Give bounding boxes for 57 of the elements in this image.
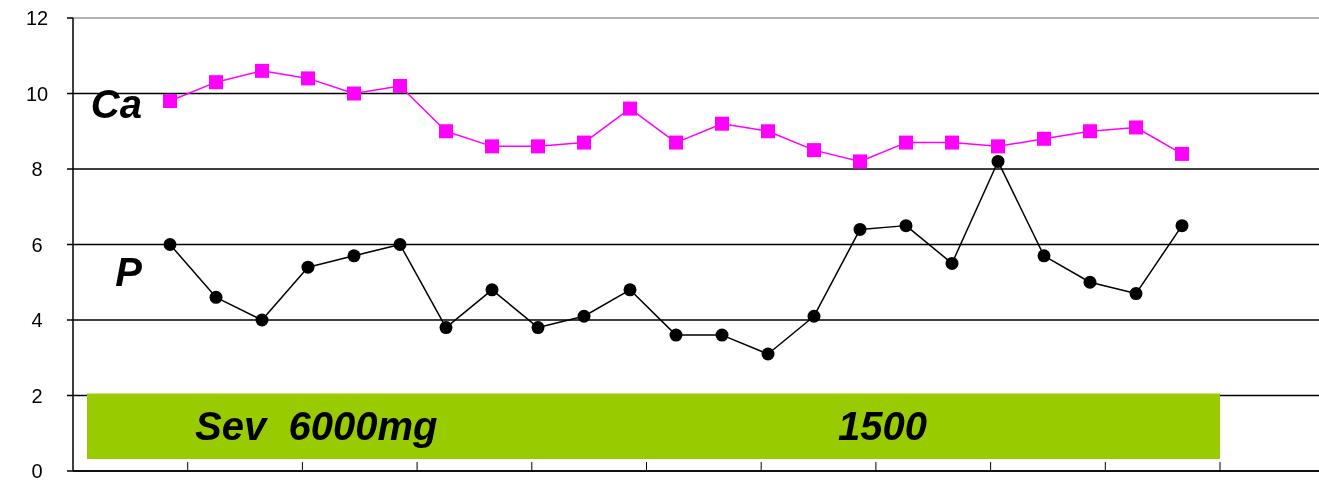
y-tick-label: 12: [25, 7, 49, 29]
point: [761, 124, 775, 139]
point: [761, 347, 775, 361]
point: [301, 71, 315, 86]
y-tick-label: 0: [31, 460, 43, 482]
point: [531, 139, 545, 154]
point: [531, 321, 545, 335]
point: [577, 135, 591, 150]
point: [393, 238, 407, 251]
point: [301, 260, 315, 274]
point: [347, 86, 361, 101]
y-tick-label: 2: [31, 384, 43, 407]
point: [623, 101, 637, 116]
point: [991, 154, 1005, 168]
point: [163, 238, 177, 251]
annotation: Sev 6000mg: [195, 404, 438, 449]
y-tick-label: 6: [31, 233, 43, 256]
point: [439, 124, 453, 139]
annotation: 1500: [838, 404, 927, 449]
point: [945, 256, 959, 270]
point: [669, 135, 683, 150]
point: [255, 313, 269, 327]
point: [853, 154, 867, 169]
series-label: Ca: [90, 82, 142, 127]
point: [715, 116, 729, 131]
point: [853, 222, 867, 236]
point: [163, 94, 177, 109]
point: [1037, 131, 1051, 146]
point: [347, 249, 361, 263]
point: [807, 143, 821, 158]
point: [991, 139, 1005, 154]
point: [1083, 124, 1097, 139]
point: [1175, 219, 1189, 233]
point: [577, 309, 591, 323]
point: [1083, 275, 1097, 289]
point: [439, 321, 453, 335]
point: [899, 135, 913, 150]
y-tick-label: 4: [31, 309, 43, 331]
point: [899, 219, 913, 233]
point: [669, 328, 683, 342]
point: [1175, 146, 1189, 161]
point: [1129, 120, 1143, 135]
series-label: P: [115, 249, 143, 294]
point: [715, 328, 729, 342]
point: [393, 78, 407, 93]
point: [807, 309, 821, 323]
point: [209, 75, 223, 90]
point: [209, 290, 223, 304]
y-tick-label: 10: [25, 82, 49, 105]
point: [485, 139, 499, 154]
point: [485, 283, 499, 297]
y-tick-label: 8: [31, 158, 43, 180]
point: [1129, 287, 1143, 301]
point: [623, 283, 637, 297]
point: [255, 63, 269, 78]
point: [945, 135, 959, 150]
point: [1037, 249, 1051, 263]
